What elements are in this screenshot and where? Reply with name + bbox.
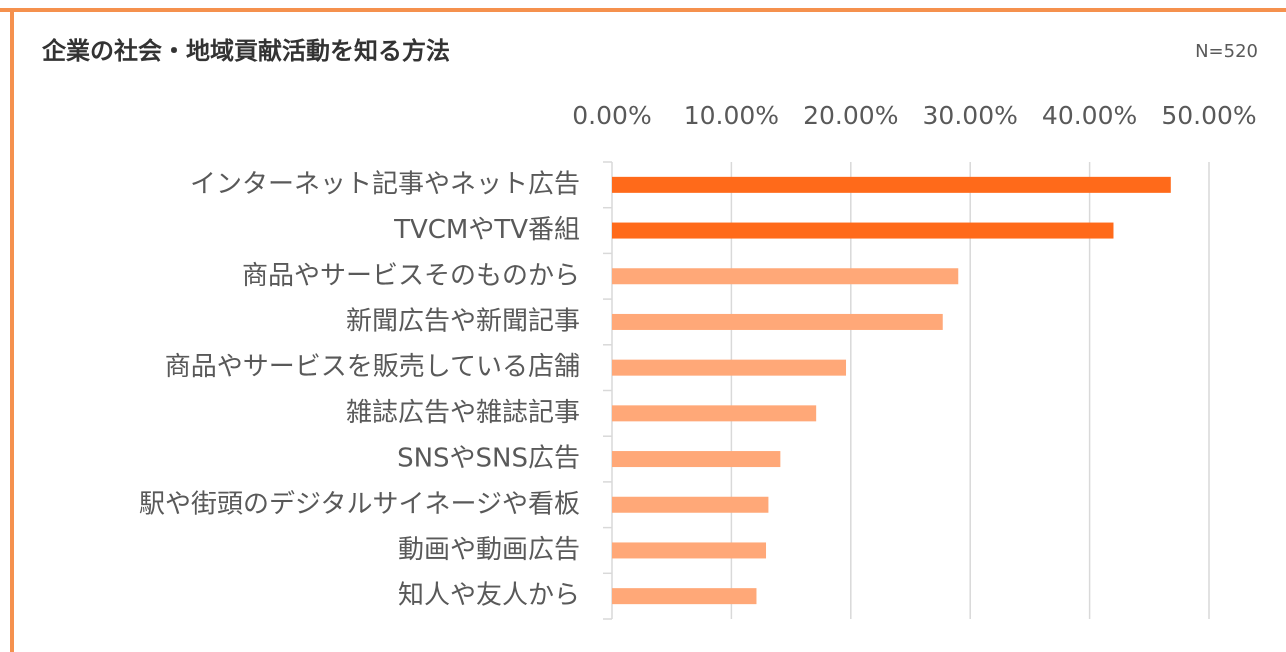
y-tick-label: 雑誌広告や雑誌記事 (346, 398, 580, 428)
bar (612, 313, 943, 330)
bar (612, 451, 781, 468)
y-tick-label: 動画や動画広告 (398, 535, 580, 565)
x-tick-label: 0.00% (572, 101, 651, 130)
chart-title: 企業の社会・地域貢献活動を知る方法 (42, 37, 450, 65)
bar (612, 176, 1171, 193)
y-tick-label: SNSやSNS広告 (397, 444, 580, 474)
x-tick-label: 30.00% (923, 101, 1018, 130)
y-tick-label: 商品やサービスそのものから (242, 261, 580, 291)
bar (612, 268, 959, 285)
chart-subtitle: N=520 (1195, 41, 1258, 62)
bar (612, 588, 757, 605)
bar (612, 496, 769, 513)
bar (612, 542, 767, 559)
y-tick-label: インターネット記事やネット広告 (190, 169, 580, 199)
x-tick-label: 10.00% (684, 101, 779, 130)
bar (612, 359, 847, 376)
y-tick-label: 知人や友人から (398, 581, 580, 611)
bar (612, 222, 1114, 239)
bar (612, 405, 817, 422)
y-tick-label: 商品やサービスを販売している店舗 (165, 352, 580, 382)
x-tick-label: 50.00% (1161, 101, 1256, 130)
x-tick-label: 40.00% (1042, 101, 1137, 130)
y-tick-label: TVCMやTV番組 (393, 215, 580, 245)
y-tick-label: 新聞広告や新聞記事 (346, 306, 580, 336)
y-tick-label: 駅や街頭のデジタルサイネージや看板 (139, 489, 580, 519)
x-tick-label: 20.00% (803, 101, 898, 130)
